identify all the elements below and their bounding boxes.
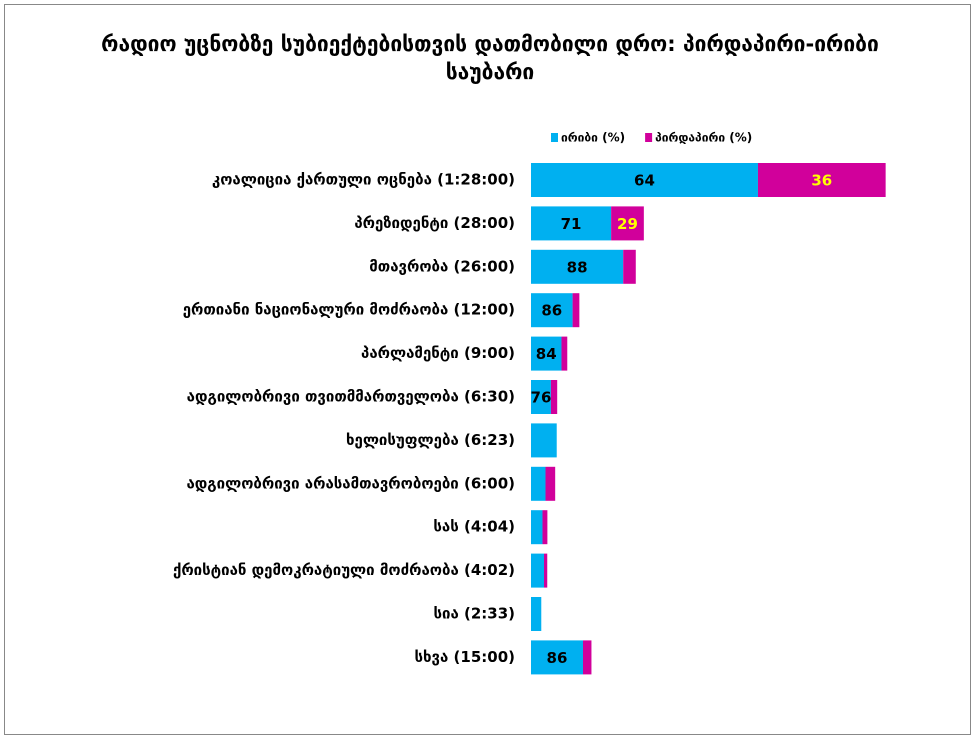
category-label: ქრისტიან დემოკრატიული მოძრაობა (4:02) — [173, 561, 515, 579]
bar-segment — [531, 510, 543, 545]
category-label: ერთიანი ნაციონალური მოძრაობა (12:00) — [183, 301, 515, 319]
bar-segment — [582, 640, 592, 675]
value-label: 64 — [634, 172, 655, 190]
bar-segment — [531, 249, 624, 284]
category-label: სას (4:04) — [433, 518, 515, 536]
bar-segment — [531, 206, 612, 241]
bar-segment — [561, 336, 568, 371]
legend-swatch — [645, 133, 653, 142]
frame — [4, 4, 971, 735]
value-label: 86 — [547, 649, 568, 667]
value-label: 71 — [561, 215, 582, 233]
value-label: 29 — [617, 215, 638, 233]
category-label: ადგილობრივი არასამთავრობოები (6:00) — [186, 474, 515, 492]
bar-segment — [572, 293, 580, 328]
bar-segment — [531, 466, 546, 501]
value-label: 86 — [541, 302, 562, 320]
value-label: 36 — [811, 172, 832, 190]
value-label: 84 — [536, 345, 557, 363]
category-label: კოალიცია ქართული ოცნება (1:28:00) — [212, 171, 515, 189]
category-label: პრეზიდენტი (28:00) — [354, 214, 515, 232]
value-label: 88 — [567, 258, 588, 276]
bar-segment — [531, 597, 542, 631]
category-label: მთავრობა (26:00) — [369, 257, 515, 275]
legend-label: პირდაპირი (%) — [655, 131, 752, 145]
bar-segment — [531, 293, 573, 328]
bar-segment — [531, 336, 562, 371]
category-label: სხვა (15:00) — [415, 648, 516, 666]
bar-segment — [531, 640, 583, 675]
bar-segment — [531, 423, 557, 458]
bar-segment — [531, 380, 551, 414]
bar-segment — [611, 206, 644, 241]
category-label: ადგილობრივი თვითმმართველობა (6:30) — [187, 388, 515, 406]
value-label: 76 — [531, 389, 552, 407]
bar-segment — [531, 163, 758, 197]
category-label: ხელისუფლება (6:23) — [346, 431, 515, 449]
category-label: პარლამენტი (9:00) — [361, 344, 515, 362]
category-label: სია (2:33) — [433, 605, 515, 623]
bar-segment — [623, 249, 636, 284]
bar-segment — [545, 466, 556, 501]
bar-segment — [550, 380, 558, 414]
chart-title: რადიო უცნობზე სუბიექტებისთვის დათმობილი … — [101, 32, 879, 84]
bar-segment — [542, 510, 548, 545]
bar-segment — [544, 553, 548, 588]
legend-swatch — [551, 133, 558, 142]
legend-label: ირიბი (%) — [561, 131, 625, 145]
bar-segment — [531, 553, 545, 588]
bar-segment — [757, 163, 886, 197]
